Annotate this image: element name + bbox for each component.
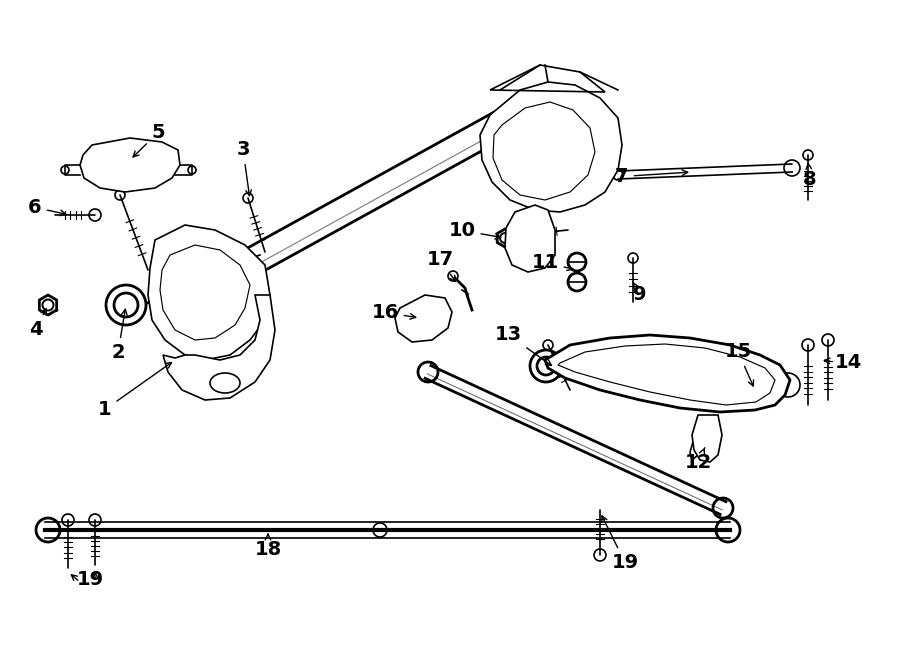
Text: 19: 19 [76,570,104,589]
Text: 11: 11 [531,253,572,272]
Text: 2: 2 [112,309,127,362]
Polygon shape [395,295,452,342]
Text: 17: 17 [427,250,455,281]
Text: 10: 10 [448,221,500,240]
Text: 16: 16 [372,303,416,322]
Text: 8: 8 [803,164,817,189]
Polygon shape [505,205,555,272]
Polygon shape [545,335,790,412]
Polygon shape [80,138,180,192]
Text: 3: 3 [237,140,251,196]
Text: 15: 15 [724,342,753,386]
Text: 4: 4 [29,309,46,339]
Polygon shape [148,225,270,360]
Text: 19: 19 [602,516,639,572]
Text: 6: 6 [28,198,66,217]
Text: 18: 18 [255,534,282,559]
Text: 14: 14 [824,353,862,372]
Text: 13: 13 [494,325,552,365]
Polygon shape [480,82,622,212]
Polygon shape [163,295,275,400]
Text: 9: 9 [633,282,647,304]
Text: 7: 7 [616,167,688,186]
Text: 1: 1 [98,363,172,419]
Text: 12: 12 [684,448,712,472]
Text: 5: 5 [133,123,165,157]
Polygon shape [692,415,722,462]
